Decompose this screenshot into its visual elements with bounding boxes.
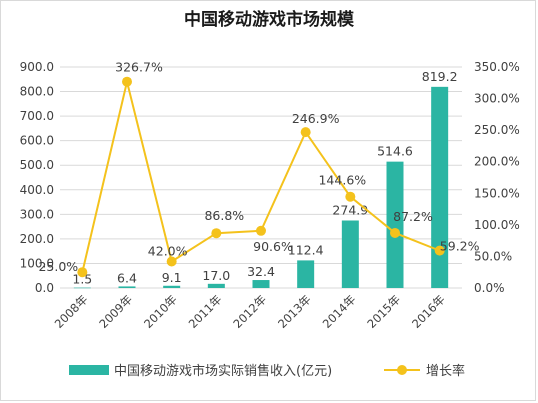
right-tick-label: 200.0% <box>474 155 520 169</box>
legend-line-marker <box>397 365 407 375</box>
bar <box>386 161 404 288</box>
line-data-label: 90.6% <box>253 239 293 254</box>
right-tick-label: 0.0% <box>474 281 505 295</box>
x-tick-label: 2014年 <box>320 292 359 331</box>
bar-data-label: 274.9 <box>332 202 368 217</box>
bar-data-label: 819.2 <box>422 69 458 84</box>
growth-point <box>300 127 311 138</box>
left-tick-label: 600.0 <box>20 134 54 148</box>
x-tick-label: 2011年 <box>186 292 225 331</box>
growth-point <box>77 267 88 278</box>
line-data-label: 86.8% <box>204 208 244 223</box>
growth-point <box>256 225 266 236</box>
right-tick-label: 250.0% <box>474 123 520 137</box>
bar-data-label: 32.4 <box>247 264 275 279</box>
bar-data-label: 514.6 <box>377 144 413 159</box>
line-data-label: 25.0% <box>38 259 78 274</box>
legend-bar-swatch <box>69 365 109 375</box>
growth-point <box>166 256 177 267</box>
growth-point <box>345 191 356 202</box>
left-tick-label: 700.0 <box>20 109 54 123</box>
bar <box>207 283 225 288</box>
left-tick-label: 800.0 <box>20 85 54 99</box>
right-tick-label: 50.0% <box>474 249 512 263</box>
bar-data-label: 1.5 <box>72 272 92 287</box>
x-tick-label: 2012年 <box>230 292 269 331</box>
left-axis: 0.0 100.0 200.0 300.0 400.0 500.0 600.0 700.0 80… <box>20 60 54 295</box>
x-tick-label: 2016年 <box>409 292 448 331</box>
line-data-label: 59.2% <box>440 239 480 254</box>
left-tick-label: 100.0 <box>20 256 54 270</box>
line-data-label: 42.0% <box>148 243 188 258</box>
left-tick-label: 200.0 <box>20 232 54 246</box>
bar-data-label: 9.1 <box>162 270 182 285</box>
left-tick-label: 400.0 <box>20 183 54 197</box>
x-tick-label: 2013年 <box>275 292 314 331</box>
bar <box>73 287 91 289</box>
left-tick-label: 500.0 <box>20 158 54 172</box>
left-tick-label: 0.0 <box>35 281 54 295</box>
line-series: 25.0% 326.7% 42.0% 86.8% 90.6% 246.9% 144.6% 87… <box>38 60 480 278</box>
chart-title: 中国移动游戏市场规模 <box>184 9 355 30</box>
left-tick-label: 900.0 <box>20 60 54 74</box>
bar <box>252 280 270 288</box>
right-tick-label: 150.0% <box>474 186 520 200</box>
bar <box>297 260 315 288</box>
bar-data-label: 17.0 <box>202 268 230 283</box>
legend-line-label: 增长率 <box>426 363 465 379</box>
line-data-label: 87.2% <box>393 209 433 224</box>
x-tick-label: 2015年 <box>364 292 403 331</box>
growth-point <box>122 76 132 87</box>
growth-point <box>434 245 445 256</box>
right-tick-label: 100.0% <box>474 218 520 232</box>
left-tick-label: 300.0 <box>20 207 54 221</box>
legend-bar-label: 中国移动游戏市场实际销售收入(亿元) <box>114 363 332 379</box>
right-tick-label: 300.0% <box>474 92 520 106</box>
growth-point <box>390 227 400 238</box>
growth-point <box>211 228 222 239</box>
x-tick-label: 2010年 <box>141 292 180 331</box>
bar-data-label: 112.4 <box>288 242 324 257</box>
bar <box>341 220 359 288</box>
bar <box>431 86 449 289</box>
bar-data-label: 6.4 <box>117 270 137 285</box>
line-data-label: 144.6% <box>318 173 366 188</box>
line-data-label: 246.9% <box>292 111 340 126</box>
x-axis: 2008年 2009年 2010年 2011年 2012年 2013年 2014年 2015年… <box>52 292 448 331</box>
x-tick-label: 2008年 <box>52 292 91 331</box>
bar <box>118 286 136 288</box>
right-tick-label: 350.0% <box>474 60 520 74</box>
legend: 中国移动游戏市场实际销售收入(亿元) 增长率 <box>69 363 465 379</box>
right-axis: 0.0% 50.0% 100.0% 150.0% 200.0% 250.0% 300.0% 3… <box>474 60 520 295</box>
bar <box>163 285 181 288</box>
bar-series: 1.5 6.4 9.1 17.0 32.4 112.4 274.9 514.6 819.2 <box>72 69 458 289</box>
line-data-label: 326.7% <box>115 60 163 75</box>
x-tick-label: 2009年 <box>96 292 135 331</box>
